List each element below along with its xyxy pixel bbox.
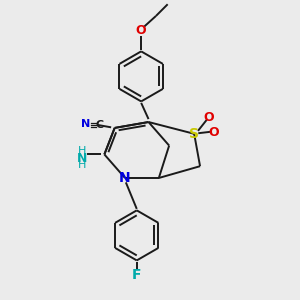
Text: N: N	[77, 152, 88, 165]
Text: H: H	[78, 146, 86, 157]
Text: C: C	[96, 120, 104, 130]
Text: N: N	[119, 171, 131, 185]
Text: F: F	[132, 268, 142, 282]
Text: N: N	[81, 119, 90, 129]
Text: O: O	[136, 24, 146, 37]
Text: S: S	[189, 127, 199, 141]
Text: O: O	[204, 111, 214, 124]
Text: H: H	[78, 160, 86, 170]
Text: O: O	[208, 126, 219, 139]
